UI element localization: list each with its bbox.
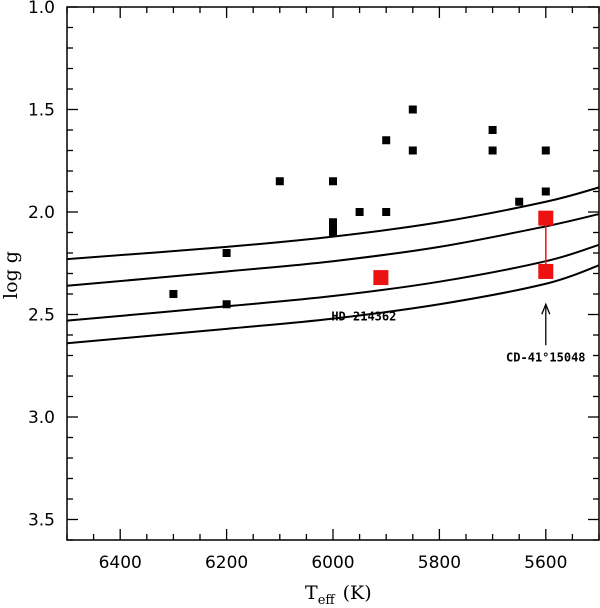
plot-frame: [66, 6, 600, 541]
data-point-comparison: [382, 208, 391, 216]
y-tick-label: 3.0: [28, 408, 55, 428]
arrow-head: [541, 302, 551, 315]
annotation-hd214362: HD 214362: [331, 310, 396, 324]
x-axis-title: Teff (K): [305, 582, 372, 608]
x-tick-label: 6200: [205, 553, 248, 573]
y-tick-label: 1.5: [28, 101, 55, 121]
data-point-program: [373, 270, 389, 286]
data-point-program: [538, 210, 554, 226]
data-point-comparison: [541, 146, 550, 155]
data-point-program: [538, 263, 554, 279]
data-point-comparison: [515, 197, 524, 206]
y-tick-label: 2.0: [28, 203, 55, 223]
data-point-comparison: [222, 249, 231, 257]
data-point-comparison: [169, 290, 178, 298]
curve-track-1: [66, 186, 600, 261]
x-tick-label: 6000: [311, 553, 354, 573]
data-point-comparison: [488, 146, 497, 155]
data-point-comparison: [329, 218, 337, 227]
data-point-comparison: [329, 177, 337, 186]
data-point-comparison: [275, 177, 284, 186]
data-point-comparison: [222, 300, 231, 309]
data-point-comparison: [408, 146, 417, 155]
data-point-comparison: [329, 228, 337, 237]
x-tick-label: 5800: [418, 553, 461, 573]
y-tick-label: 2.5: [28, 306, 55, 326]
y-tick-label: 3.5: [28, 511, 55, 531]
data-point-comparison: [408, 105, 417, 114]
annotation-cd41-15048: CD-41°15048: [506, 351, 585, 365]
data-point-comparison: [355, 208, 364, 216]
y-axis-title: log g: [0, 251, 22, 299]
x-tick-label: 6400: [99, 553, 142, 573]
x-tick-label: 5600: [524, 553, 567, 573]
data-point-comparison: [488, 126, 497, 134]
data-point-comparison: [382, 136, 391, 145]
data-point-comparison: [541, 187, 550, 196]
data-point-comparison: [329, 222, 337, 231]
curve-track-4: [66, 264, 600, 345]
y-tick-label: 1.0: [28, 0, 55, 18]
